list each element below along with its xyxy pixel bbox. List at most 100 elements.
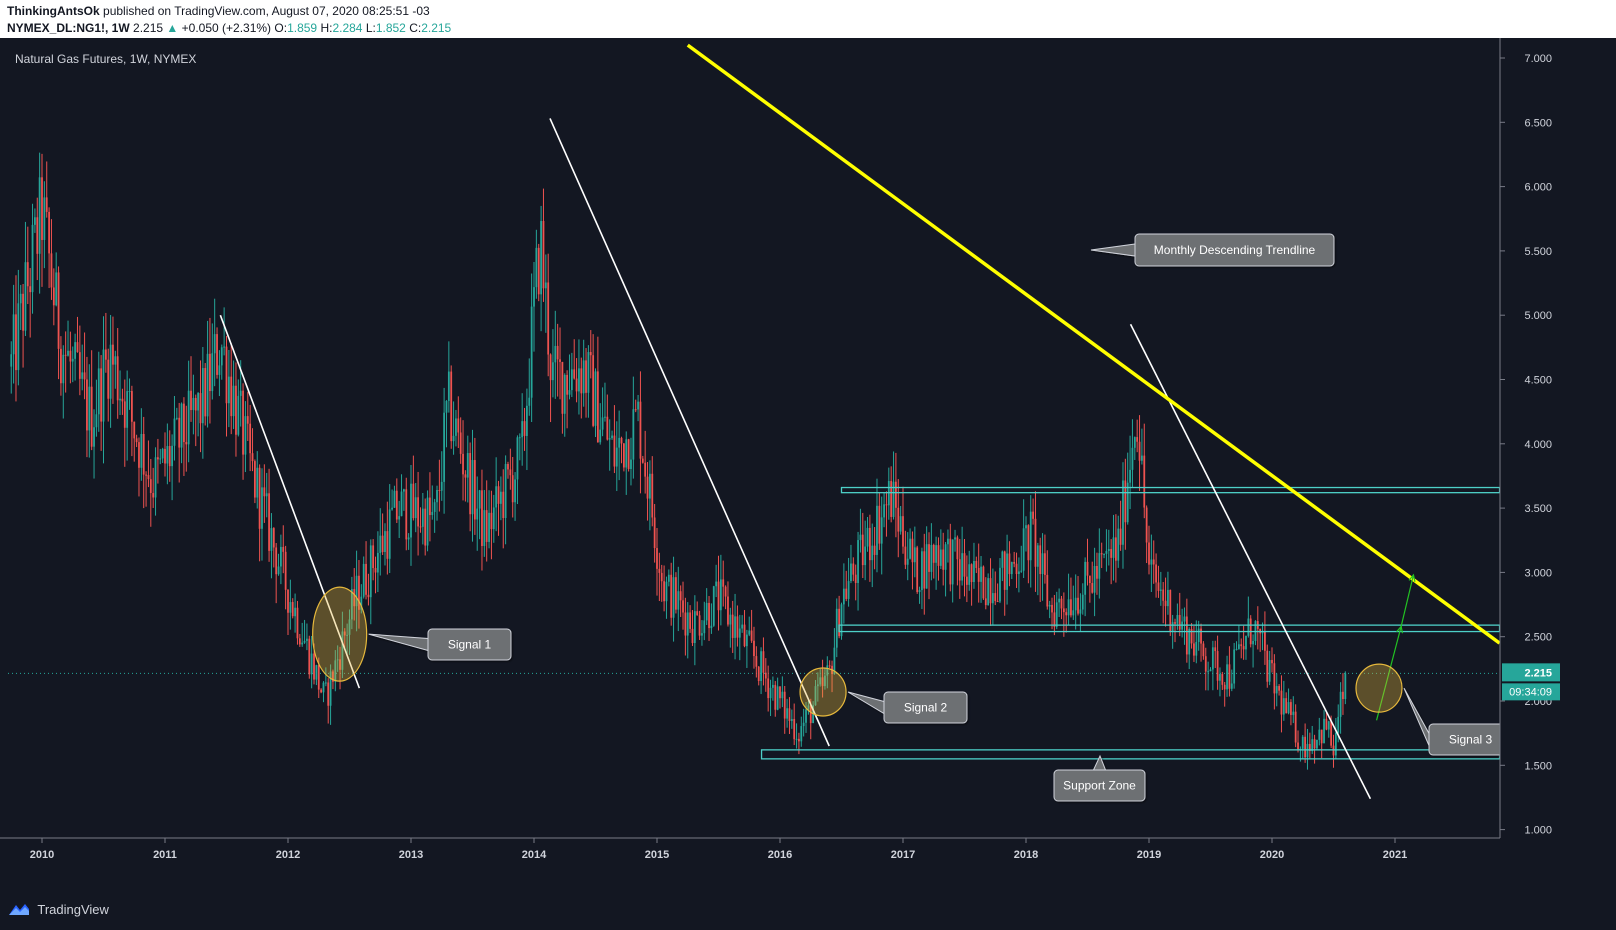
candle-body xyxy=(722,579,725,587)
candle-body xyxy=(1022,528,1025,571)
candle-body xyxy=(748,630,751,635)
candle-body xyxy=(1086,561,1089,576)
candle-body xyxy=(580,368,583,394)
candle-body xyxy=(36,217,39,254)
candle-body xyxy=(303,640,306,643)
candle-body xyxy=(26,262,29,287)
candle-body xyxy=(339,659,341,670)
candle-body xyxy=(566,374,569,395)
candle-body xyxy=(1039,545,1042,575)
candle-body xyxy=(502,491,505,518)
candle-body xyxy=(947,538,949,545)
candle-body xyxy=(112,344,114,365)
candle-body xyxy=(495,486,498,508)
candle-body xyxy=(755,656,758,667)
candle-body xyxy=(436,489,438,503)
candle-body xyxy=(142,433,145,475)
chart-header: ThinkingAntsOk published on TradingView.… xyxy=(0,0,1616,38)
candle-body xyxy=(185,442,188,445)
candle-body xyxy=(376,552,379,573)
candle-body xyxy=(1306,743,1309,758)
candle-body xyxy=(1155,564,1157,583)
candle-body xyxy=(930,544,933,572)
candle-body xyxy=(533,287,535,307)
candle-body xyxy=(741,624,744,629)
candle-body xyxy=(805,709,807,723)
candle-body xyxy=(223,346,226,348)
candle-body xyxy=(244,416,247,455)
candle-body xyxy=(835,608,838,648)
candle-body xyxy=(426,497,429,546)
candle-body xyxy=(523,421,526,436)
candle-body xyxy=(802,722,805,727)
candle-body xyxy=(346,634,349,636)
candle-body xyxy=(457,418,460,433)
signal-callout: Signal 2 xyxy=(847,691,968,724)
candle-body xyxy=(632,409,635,460)
candle-body xyxy=(928,544,930,572)
candle-body xyxy=(17,303,20,371)
candle-body xyxy=(246,416,249,424)
candle-body xyxy=(476,508,479,520)
candle-body xyxy=(568,390,571,395)
candle-body xyxy=(1034,518,1037,567)
candle-body xyxy=(126,391,129,428)
candle-body xyxy=(1223,684,1226,690)
candle-body xyxy=(786,708,788,719)
candle-body xyxy=(123,401,126,428)
price-chart[interactable]: Signal 1 Signal 2 Signal 3 Monthly Descendi… xyxy=(0,38,1616,892)
candle-body xyxy=(814,686,817,706)
callout-text: Monthly Descending Trendline xyxy=(1154,243,1316,257)
candle-body xyxy=(665,581,668,602)
candle-body xyxy=(334,660,337,682)
candle-body xyxy=(1077,597,1079,614)
candle-body xyxy=(897,507,900,532)
candle-body xyxy=(871,545,874,561)
x-tick-label: 2013 xyxy=(399,849,423,861)
candle-body xyxy=(358,575,360,610)
y-tick-label: 6.500 xyxy=(1524,117,1552,129)
annotations: Signal 1 Signal 2 Signal 3 Monthly Descendi… xyxy=(219,43,1513,802)
countdown-badge xyxy=(1502,683,1560,701)
candle-body xyxy=(1081,594,1084,610)
candle-body xyxy=(1067,599,1070,616)
candle-body xyxy=(658,568,661,573)
candle-body xyxy=(939,549,942,566)
candle-body xyxy=(984,598,987,606)
candle-body xyxy=(1344,673,1347,699)
candle-body xyxy=(909,538,911,559)
tradingview-brand[interactable]: TradingView xyxy=(8,902,109,919)
candle-body xyxy=(1318,729,1321,740)
candle-body xyxy=(1233,649,1236,684)
candle-body xyxy=(1046,574,1049,607)
candle-body xyxy=(868,527,871,561)
candle-body xyxy=(1313,739,1316,749)
candle-body xyxy=(216,334,218,375)
candle-body xyxy=(961,553,964,581)
candle-body xyxy=(268,493,270,551)
last-price-badge-text: 2.215 xyxy=(1524,667,1552,679)
candle-body xyxy=(270,528,273,551)
price-change: +0.050 (+2.31%) xyxy=(181,21,272,35)
candle-body xyxy=(627,439,630,470)
candle-body xyxy=(696,611,699,616)
candle-body xyxy=(1079,609,1082,614)
candle-body xyxy=(298,638,301,645)
candle-body xyxy=(1131,447,1134,470)
candle-body xyxy=(968,564,971,585)
candle-body xyxy=(850,563,852,582)
y-tick-label: 2.500 xyxy=(1524,632,1552,644)
candle-body xyxy=(43,197,46,240)
signal-ellipse xyxy=(1355,663,1403,713)
author-name[interactable]: ThinkingAntsOk xyxy=(7,4,100,18)
y-tick-label: 5.000 xyxy=(1524,310,1552,322)
candle-body xyxy=(788,708,791,721)
candle-body xyxy=(34,217,36,225)
candle-body xyxy=(667,574,670,582)
candle-body xyxy=(838,608,841,637)
candle-body xyxy=(294,607,296,617)
callout-box xyxy=(1053,769,1146,802)
candle-body xyxy=(1278,686,1280,691)
candle-body xyxy=(1207,671,1210,673)
x-tick-label: 2019 xyxy=(1137,849,1161,861)
